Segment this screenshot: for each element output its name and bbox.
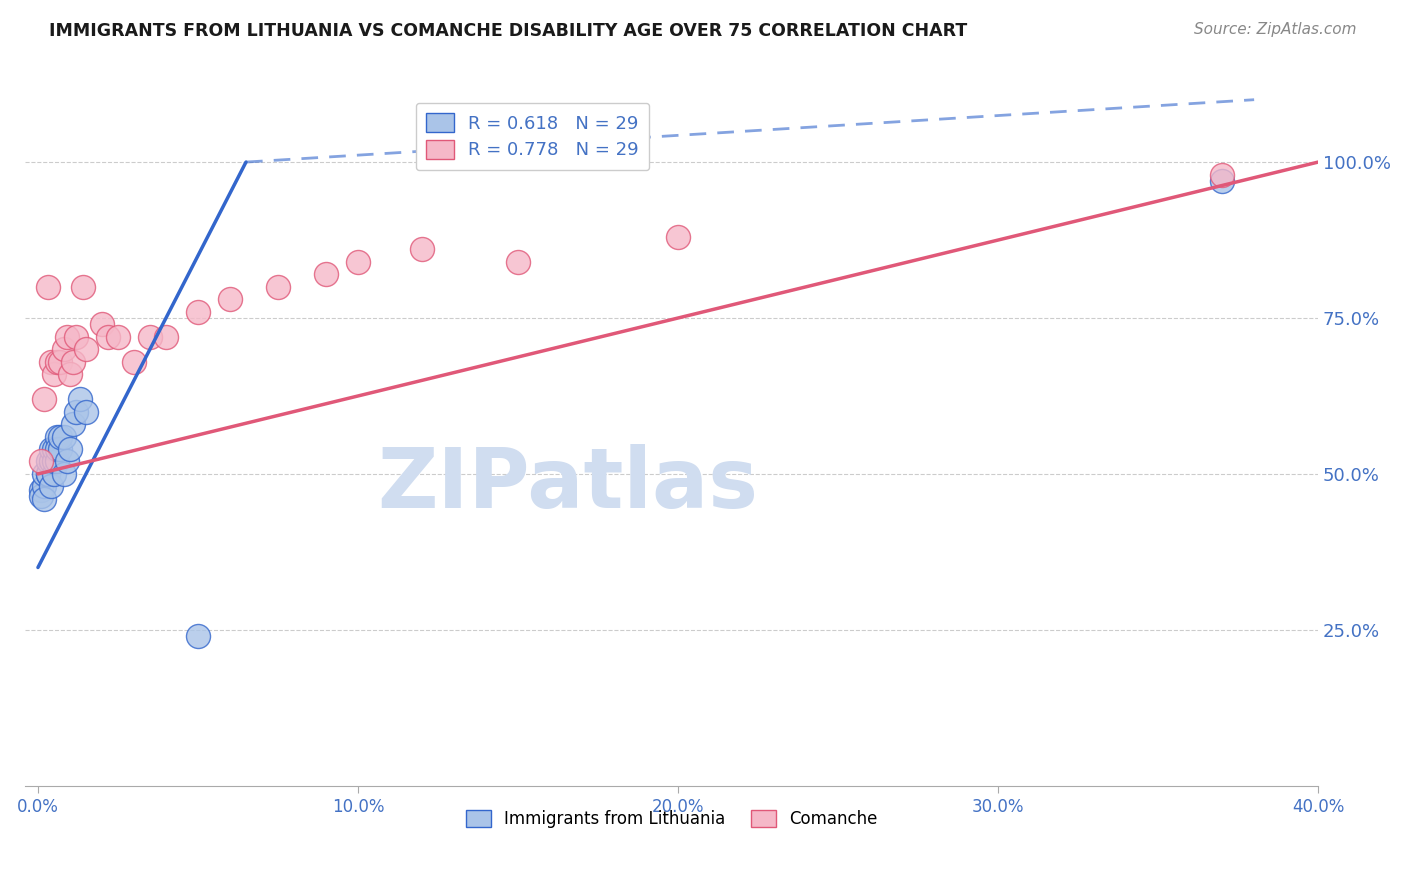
Point xyxy=(42,442,65,456)
Point xyxy=(39,454,62,468)
Point xyxy=(49,429,72,443)
Point xyxy=(52,467,75,481)
Point xyxy=(139,329,162,343)
Point xyxy=(155,329,177,343)
Point xyxy=(52,429,75,443)
Point xyxy=(34,491,56,506)
Point xyxy=(30,483,52,497)
Point xyxy=(46,429,69,443)
Point xyxy=(46,442,69,456)
Point xyxy=(39,354,62,368)
Point xyxy=(1211,168,1233,182)
Point xyxy=(62,417,84,431)
Point xyxy=(37,467,59,481)
Point xyxy=(30,454,52,468)
Point xyxy=(91,317,114,331)
Point xyxy=(187,629,209,643)
Point xyxy=(34,479,56,493)
Point xyxy=(59,367,82,381)
Text: IMMIGRANTS FROM LITHUANIA VS COMANCHE DISABILITY AGE OVER 75 CORRELATION CHART: IMMIGRANTS FROM LITHUANIA VS COMANCHE DI… xyxy=(49,22,967,40)
Point xyxy=(52,342,75,356)
Point xyxy=(42,367,65,381)
Point xyxy=(315,268,337,282)
Point xyxy=(37,280,59,294)
Point xyxy=(69,392,91,406)
Point xyxy=(1211,174,1233,188)
Point xyxy=(219,293,242,307)
Legend: Immigrants from Lithuania, Comanche: Immigrants from Lithuania, Comanche xyxy=(460,804,884,835)
Point xyxy=(37,454,59,468)
Point xyxy=(107,329,129,343)
Point xyxy=(187,305,209,319)
Point xyxy=(49,442,72,456)
Point xyxy=(666,230,689,244)
Text: ZIPatlas: ZIPatlas xyxy=(378,444,759,525)
Point xyxy=(37,467,59,481)
Point xyxy=(62,354,84,368)
Point xyxy=(46,354,69,368)
Point xyxy=(75,342,97,356)
Point xyxy=(65,404,87,418)
Point xyxy=(97,329,120,343)
Point xyxy=(30,489,52,503)
Point xyxy=(59,442,82,456)
Point xyxy=(39,442,62,456)
Point xyxy=(506,255,529,269)
Point xyxy=(65,329,87,343)
Point xyxy=(55,329,77,343)
Point xyxy=(34,392,56,406)
Point xyxy=(46,454,69,468)
Point xyxy=(42,467,65,481)
Point xyxy=(411,243,433,257)
Point xyxy=(39,479,62,493)
Point xyxy=(72,280,94,294)
Point xyxy=(49,354,72,368)
Point xyxy=(75,404,97,418)
Point xyxy=(267,280,290,294)
Point xyxy=(55,454,77,468)
Point xyxy=(42,454,65,468)
Point xyxy=(34,467,56,481)
Text: Source: ZipAtlas.com: Source: ZipAtlas.com xyxy=(1194,22,1357,37)
Point xyxy=(122,354,145,368)
Point xyxy=(347,255,370,269)
